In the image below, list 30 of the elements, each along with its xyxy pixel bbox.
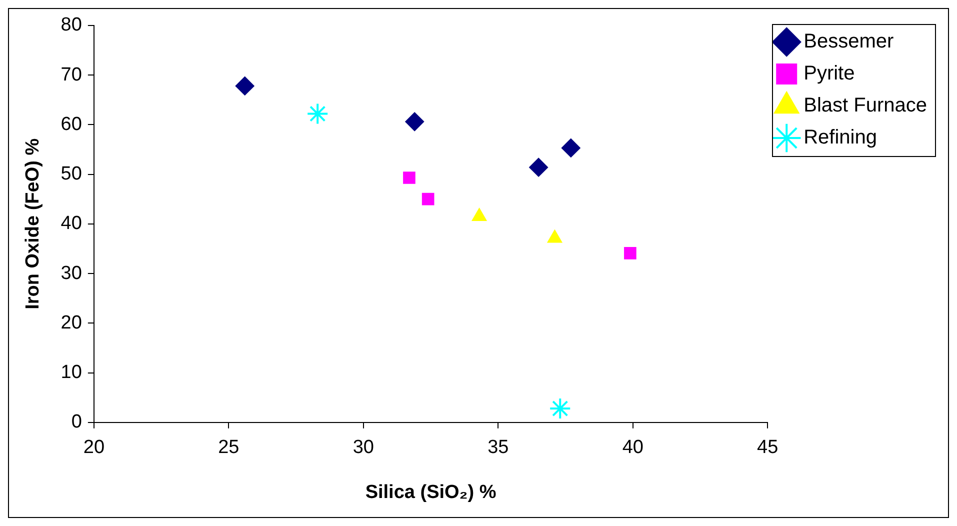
- point: [403, 172, 416, 184]
- x-tick-label: 20: [83, 437, 105, 458]
- x-tick-label: 35: [488, 437, 509, 458]
- y-tick-label: 40: [60, 213, 82, 234]
- legend-label: Refining: [804, 126, 877, 149]
- legend-label: Bessemer: [804, 30, 894, 53]
- x-tick-label: 45: [757, 437, 778, 458]
- y-tick-label: 30: [60, 262, 82, 284]
- x-axis-title: Silica (SiO₂) %: [365, 482, 496, 503]
- y-tick-label: 0: [71, 412, 82, 433]
- point: [422, 192, 434, 206]
- y-axis-title: Iron Oxide (FeO) %: [22, 138, 44, 310]
- point: [235, 76, 254, 96]
- point: [306, 102, 329, 125]
- y-tick-label: 70: [60, 64, 82, 86]
- y-tick-label: 50: [60, 164, 82, 185]
- point: [624, 247, 636, 260]
- x-tick-label: 25: [218, 437, 240, 458]
- point: [529, 158, 548, 177]
- legend-label: Blast Furnace: [804, 94, 927, 117]
- point: [405, 112, 424, 132]
- y-tick-label: 60: [60, 114, 82, 135]
- y-tick-label: 80: [60, 14, 82, 36]
- point: [549, 398, 572, 420]
- y-tick-label: 10: [60, 362, 82, 384]
- x-tick-label: 40: [622, 437, 644, 458]
- y-tick-label: 20: [60, 312, 82, 334]
- legend-label: Pyrite: [804, 62, 855, 85]
- point: [561, 138, 580, 158]
- x-tick-label: 30: [352, 437, 374, 458]
